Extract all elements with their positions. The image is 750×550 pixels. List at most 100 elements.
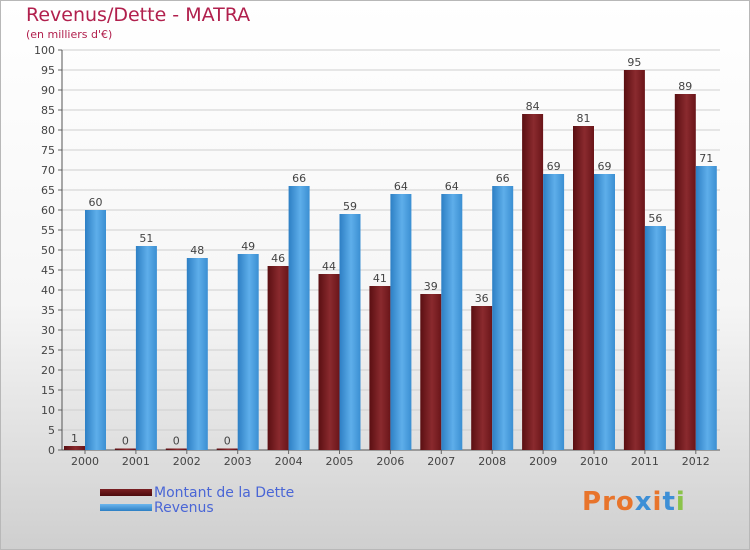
x-tick-label: 2003 bbox=[224, 455, 252, 468]
legend-swatch-dette bbox=[100, 489, 152, 496]
y-tick-label: 40 bbox=[41, 284, 55, 297]
logo-letter: r bbox=[602, 487, 616, 517]
y-tick-label: 90 bbox=[41, 84, 55, 97]
data-label: 60 bbox=[89, 196, 103, 209]
data-label: 69 bbox=[547, 160, 561, 173]
y-tick-label: 5 bbox=[48, 424, 55, 437]
y-tick-label: 15 bbox=[41, 384, 55, 397]
data-label: 51 bbox=[139, 232, 153, 245]
bar-revenus bbox=[390, 194, 412, 450]
bar-revenus bbox=[492, 186, 514, 450]
logo-text: Proxiti bbox=[582, 487, 686, 517]
bar-dette bbox=[64, 446, 85, 450]
logo-letter: i bbox=[652, 487, 663, 517]
x-tick-label: 2009 bbox=[529, 455, 557, 468]
legend-label-dette: Montant de la Dette bbox=[154, 485, 295, 501]
y-tick-label: 75 bbox=[41, 144, 55, 157]
bar-dette bbox=[522, 114, 544, 450]
y-tick-label: 65 bbox=[41, 184, 55, 197]
bar-revenus bbox=[186, 258, 208, 450]
y-tick-label: 45 bbox=[41, 264, 55, 277]
y-tick-label: 85 bbox=[41, 104, 55, 117]
y-tick-label: 35 bbox=[41, 304, 55, 317]
bar-dette bbox=[114, 448, 136, 450]
data-label: 48 bbox=[190, 244, 204, 257]
y-tick-label: 55 bbox=[41, 224, 55, 237]
bar-revenus bbox=[644, 226, 666, 450]
x-tick-label: 2011 bbox=[631, 455, 659, 468]
x-tick-label: 2008 bbox=[478, 455, 506, 468]
data-label: 0 bbox=[122, 435, 129, 448]
x-tick-label: 2001 bbox=[122, 455, 150, 468]
bar-revenus bbox=[594, 174, 615, 450]
x-tick-label: 2007 bbox=[427, 455, 455, 468]
bar-dette bbox=[267, 266, 289, 450]
data-label: 89 bbox=[678, 80, 692, 93]
bar-revenus bbox=[339, 214, 361, 450]
data-label: 44 bbox=[322, 260, 336, 273]
y-tick-label: 0 bbox=[48, 444, 55, 457]
y-tick-label: 95 bbox=[41, 64, 55, 77]
bar-dette bbox=[573, 126, 594, 450]
bar-dette bbox=[216, 448, 238, 450]
logo-letter: x bbox=[634, 487, 653, 517]
chart-title: Revenus/Dette - MATRA bbox=[26, 4, 251, 26]
y-tick-label: 60 bbox=[41, 204, 55, 217]
data-label: 81 bbox=[577, 112, 591, 125]
logo-letter: i bbox=[675, 487, 686, 517]
data-label: 56 bbox=[648, 212, 662, 225]
bars-layer bbox=[64, 70, 717, 450]
data-label: 41 bbox=[373, 272, 387, 285]
data-label: 64 bbox=[445, 180, 459, 193]
data-label: 95 bbox=[627, 56, 641, 69]
y-tick-label: 20 bbox=[41, 364, 55, 377]
bar-revenus bbox=[85, 210, 106, 450]
bar-dette bbox=[623, 70, 645, 450]
bar-dette bbox=[165, 448, 187, 450]
x-tick-label: 2006 bbox=[376, 455, 404, 468]
bar-dette bbox=[420, 294, 442, 450]
y-tick-label: 50 bbox=[41, 244, 55, 257]
data-label: 49 bbox=[241, 240, 255, 253]
y-tick-label: 100 bbox=[34, 44, 55, 57]
x-tick-label: 2010 bbox=[580, 455, 608, 468]
data-label: 1 bbox=[71, 432, 78, 445]
labels-layer: 0510152025303540455055606570758085909510… bbox=[34, 44, 713, 468]
data-label: 36 bbox=[475, 292, 489, 305]
data-label: 39 bbox=[424, 280, 438, 293]
data-label: 66 bbox=[496, 172, 510, 185]
data-label: 84 bbox=[526, 100, 540, 113]
bar-revenus bbox=[237, 254, 259, 450]
logo-letter: P bbox=[582, 487, 603, 517]
x-tick-label: 2004 bbox=[275, 455, 303, 468]
bar-revenus bbox=[695, 166, 717, 450]
y-tick-label: 30 bbox=[41, 324, 55, 337]
chart-subtitle: (en milliers d'€) bbox=[26, 28, 113, 41]
x-tick-label: 2000 bbox=[71, 455, 99, 468]
bar-dette bbox=[674, 94, 696, 450]
legend-label-revenus: Revenus bbox=[154, 500, 214, 516]
data-label: 64 bbox=[394, 180, 408, 193]
logo-letter: o bbox=[615, 487, 635, 517]
x-tick-label: 2002 bbox=[173, 455, 201, 468]
data-label: 71 bbox=[699, 152, 713, 165]
bar-dette bbox=[318, 274, 340, 450]
data-label: 59 bbox=[343, 200, 357, 213]
data-label: 66 bbox=[292, 172, 306, 185]
data-label: 0 bbox=[224, 435, 231, 448]
y-tick-label: 70 bbox=[41, 164, 55, 177]
data-label: 0 bbox=[173, 435, 180, 448]
bar-dette bbox=[369, 286, 391, 450]
bar-revenus bbox=[288, 186, 310, 450]
data-label: 69 bbox=[598, 160, 612, 173]
data-label: 46 bbox=[271, 252, 285, 265]
y-tick-label: 80 bbox=[41, 124, 55, 137]
y-tick-label: 10 bbox=[41, 404, 55, 417]
bar-revenus bbox=[543, 174, 565, 450]
legend-swatch-revenus bbox=[100, 504, 152, 511]
proxiti-logo: Proxiti bbox=[582, 487, 686, 517]
bar-dette bbox=[471, 306, 493, 450]
bar-revenus bbox=[441, 194, 463, 450]
logo-letter: t bbox=[662, 487, 676, 517]
